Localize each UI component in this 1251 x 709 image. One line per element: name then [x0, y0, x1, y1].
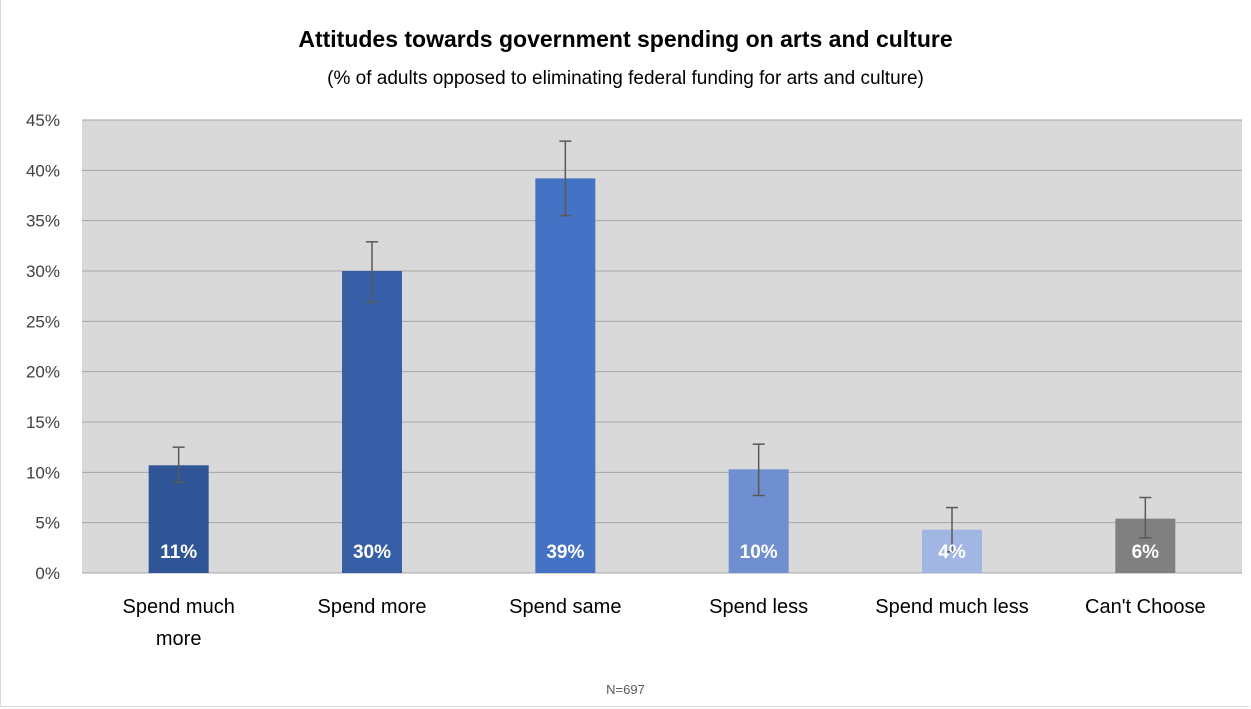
- bars: [148, 178, 1176, 574]
- sample-size-note: N=697: [606, 682, 645, 697]
- y-tick-label: 5%: [35, 514, 60, 533]
- gridlines: [82, 119, 1242, 574]
- data-label: 39%: [546, 542, 584, 563]
- data-labels: 11% 30% 39% 10% 4% 6%: [160, 542, 1159, 563]
- x-tick-label: Spend more: [318, 596, 427, 618]
- data-label: 10%: [740, 542, 778, 563]
- bar: [535, 178, 596, 574]
- bar: [148, 465, 209, 573]
- chart-title: Attitudes towards government spending on…: [298, 26, 953, 52]
- y-tick-label: 35%: [26, 212, 60, 231]
- y-tick-label: 40%: [26, 161, 60, 180]
- y-tick-label: 15%: [26, 413, 60, 432]
- y-tick-label: 10%: [26, 463, 60, 482]
- data-label: 4%: [938, 542, 966, 563]
- x-axis: Spend much more Spend more Spend same Spend …: [123, 596, 1206, 650]
- x-tick-label-line: more: [156, 628, 202, 650]
- bar: [342, 271, 402, 573]
- y-tick-label: 30%: [26, 262, 60, 281]
- x-tick-label: Spend same: [509, 596, 621, 618]
- x-tick-label: Spend less: [709, 596, 808, 618]
- plot-area: [82, 120, 1242, 573]
- data-label: 6%: [1132, 542, 1160, 563]
- y-tick-label: 20%: [26, 363, 60, 382]
- data-label: 11%: [160, 542, 197, 563]
- x-tick-label: Spend much less: [875, 596, 1028, 618]
- y-tick-label: 45%: [26, 111, 60, 130]
- x-tick-label-line: Spend much less: [875, 596, 1028, 618]
- x-tick-label-line: Spend same: [509, 596, 621, 618]
- x-tick-label-line: Spend less: [709, 596, 808, 618]
- chart-subtitle: (% of adults opposed to eliminating fede…: [327, 68, 924, 89]
- x-tick-label-line: Spend more: [318, 596, 427, 618]
- x-tick-label-line: Spend much: [123, 596, 235, 618]
- x-tick-label-line: Can't Choose: [1085, 596, 1206, 618]
- y-axis: 0% 5% 10% 15% 20% 25% 30% 35% 40% 45%: [26, 111, 60, 583]
- data-label: 30%: [353, 542, 391, 563]
- y-tick-label: 25%: [26, 312, 60, 331]
- error-bars: [172, 140, 1152, 553]
- x-tick-label: Can't Choose: [1085, 596, 1206, 618]
- x-tick-label: Spend much more: [123, 596, 235, 650]
- y-tick-label: 0%: [35, 564, 60, 583]
